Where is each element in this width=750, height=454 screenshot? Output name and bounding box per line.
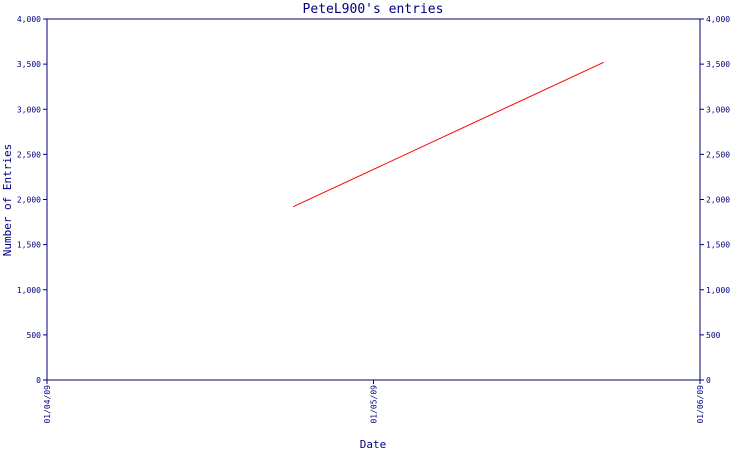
x-tick-label: 01/04/09 bbox=[43, 385, 52, 424]
y-tick-label-right: 2,500 bbox=[706, 150, 730, 159]
x-axis-title: Date bbox=[360, 438, 387, 450]
y-tick-label-right: 3,500 bbox=[706, 60, 730, 69]
y-tick-label-right: 4,000 bbox=[706, 15, 730, 24]
plot-frame bbox=[46, 18, 701, 381]
y-tick-label-left: 2,000 bbox=[17, 196, 41, 205]
y-tick-label-left: 3,500 bbox=[17, 60, 41, 69]
y-tick-label-right: 0 bbox=[706, 376, 711, 385]
y-tick-label-left: 3,000 bbox=[17, 105, 41, 114]
y-axis-left: 0 500 1,000 1,500 2,000 2,500 3,000 3,500 4,000 bbox=[17, 15, 47, 385]
y-tick-label-left: 0 bbox=[36, 376, 41, 385]
y-tick-label-left: 2,500 bbox=[17, 150, 41, 159]
y-tick-label-right: 1,000 bbox=[706, 286, 730, 295]
y-tick-label-right: 1,500 bbox=[706, 241, 730, 250]
x-tick-label: 01/06/09 bbox=[696, 385, 705, 424]
series-layer bbox=[292, 61, 604, 208]
y-tick-label-right: 500 bbox=[706, 331, 721, 340]
y-tick-label-left: 1,000 bbox=[17, 286, 41, 295]
y-tick-label-left: 500 bbox=[27, 331, 42, 340]
x-tick-label: 01/05/09 bbox=[370, 385, 379, 424]
y-axis-right: 0 500 1,000 1,500 2,000 2,500 3,000 3,500 4,000 bbox=[700, 15, 730, 385]
x-axis: 01/04/09 01/05/09 01/06/09 bbox=[43, 380, 705, 424]
y-tick-label-right: 2,000 bbox=[706, 196, 730, 205]
chart-title: PeteL900's entries bbox=[303, 2, 444, 17]
y-tick-label-left: 1,500 bbox=[17, 241, 41, 250]
series-line bbox=[292, 61, 604, 208]
y-axis-title: Number of Entries bbox=[1, 144, 14, 257]
y-tick-label-right: 3,000 bbox=[706, 105, 730, 114]
y-tick-label-left: 4,000 bbox=[17, 15, 41, 24]
